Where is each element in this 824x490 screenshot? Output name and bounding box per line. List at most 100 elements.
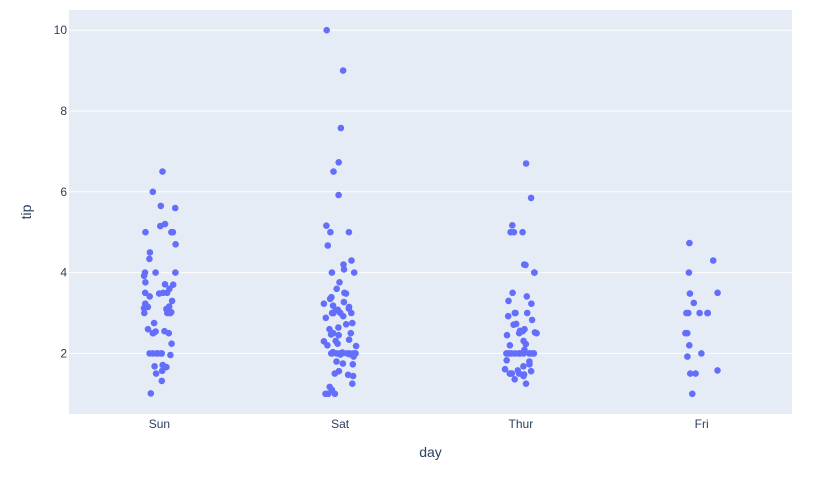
data-point: [511, 309, 519, 317]
data-point: [329, 309, 337, 317]
data-point: [503, 331, 511, 339]
data-point: [333, 285, 341, 293]
data-point: [515, 329, 523, 337]
data-point: [507, 228, 514, 236]
data-point: [140, 304, 148, 312]
data-point: [327, 228, 334, 236]
x-tick-label: Fri: [695, 417, 709, 431]
data-point: [323, 26, 331, 34]
data-point: [327, 331, 335, 338]
data-point: [168, 297, 176, 305]
data-point: [337, 351, 344, 358]
data-point: [325, 390, 332, 398]
data-point: [522, 340, 530, 348]
data-point: [506, 342, 514, 349]
data-point: [141, 289, 149, 297]
data-point: [167, 351, 174, 359]
data-point: [530, 350, 538, 357]
data-point: [146, 293, 153, 300]
data-point: [141, 309, 148, 317]
y-tick-label: 6: [60, 185, 67, 199]
series-sun: [140, 168, 179, 397]
data-point: [165, 329, 173, 337]
data-point: [689, 390, 696, 398]
data-point: [322, 314, 330, 322]
data-point: [168, 340, 175, 348]
data-point: [690, 299, 698, 307]
data-point: [152, 269, 159, 276]
data-point: [508, 350, 515, 357]
data-point: [342, 290, 350, 297]
data-point: [522, 261, 529, 269]
data-point: [335, 191, 342, 199]
data-point: [324, 242, 332, 249]
data-point: [324, 342, 331, 349]
data-point: [146, 249, 154, 256]
data-point: [329, 302, 337, 310]
data-point: [320, 300, 328, 308]
data-point: [503, 357, 511, 364]
y-tick-label: 8: [60, 104, 67, 118]
data-point: [337, 124, 345, 132]
data-point: [350, 269, 358, 276]
data-point: [348, 309, 355, 317]
data-point: [686, 239, 693, 247]
data-point: [149, 350, 157, 357]
data-point: [533, 329, 540, 337]
data-point: [714, 367, 721, 374]
data-point: [528, 300, 535, 308]
data-point: [157, 202, 165, 210]
data-point: [323, 222, 330, 229]
data-point: [152, 370, 160, 377]
y-tick-label: 2: [60, 346, 67, 360]
data-point: [531, 269, 538, 276]
data-point: [340, 298, 348, 306]
series-fri: [682, 239, 721, 398]
data-point: [150, 329, 157, 337]
data-point: [505, 297, 512, 305]
data-point: [142, 279, 149, 286]
data-point: [683, 309, 690, 317]
plot-area: [69, 10, 792, 414]
data-point: [522, 160, 530, 167]
data-point: [142, 228, 149, 236]
data-point: [349, 319, 356, 327]
data-point: [511, 376, 518, 383]
data-point: [328, 269, 336, 276]
data-point: [335, 324, 342, 331]
data-point: [155, 290, 163, 297]
data-point: [525, 350, 533, 357]
data-point: [509, 222, 516, 229]
data-point: [330, 168, 337, 175]
y-axis-title: tip: [18, 204, 34, 219]
data-point: [350, 353, 357, 360]
data-point: [686, 342, 693, 349]
data-point: [340, 261, 347, 268]
data-point: [349, 361, 357, 368]
data-point: [157, 222, 164, 230]
data-point: [161, 281, 169, 288]
data-point: [527, 367, 535, 375]
data-point: [172, 269, 179, 276]
data-point: [333, 358, 340, 365]
data-point: [682, 329, 689, 337]
data-point: [523, 293, 531, 300]
series-sat: [320, 26, 360, 398]
data-point: [159, 168, 166, 175]
data-point: [523, 309, 531, 317]
data-point: [685, 269, 693, 276]
data-point: [704, 309, 711, 317]
data-point: [684, 353, 691, 360]
data-point: [327, 350, 335, 357]
data-point: [520, 372, 527, 380]
data-point: [520, 363, 527, 370]
data-point: [509, 289, 516, 297]
data-point: [149, 188, 157, 196]
data-point: [714, 289, 721, 297]
data-point: [340, 266, 348, 273]
data-point: [344, 371, 352, 379]
data-point: [171, 204, 179, 212]
data-point: [339, 360, 347, 367]
data-point: [339, 312, 347, 320]
